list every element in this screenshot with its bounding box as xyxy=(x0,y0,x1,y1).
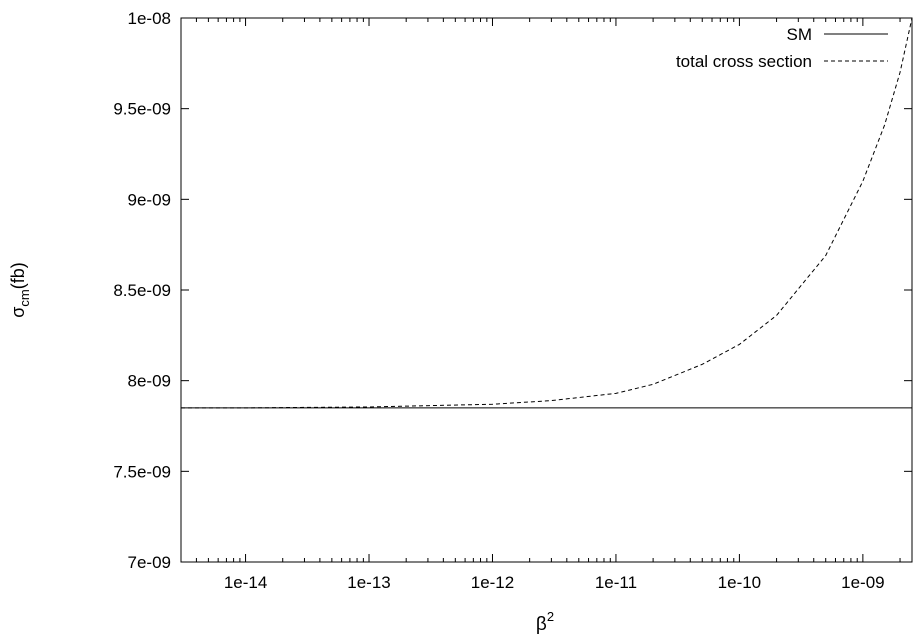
y-axis-label: σcm(fb) xyxy=(8,262,32,317)
y-tick-label: 7e-09 xyxy=(128,553,171,572)
x-tick-label: 1e-14 xyxy=(224,573,267,592)
series-layer xyxy=(181,17,913,409)
ticks-layer: 1e-14 1e-13 1e-12 1e-11 1e-10 1e-09 7e-09 7.5e-… xyxy=(113,9,912,592)
y-tick-label: 8.5e-09 xyxy=(113,281,171,300)
x-axis-label: β2 xyxy=(536,609,554,635)
y-tick-label: 9e-09 xyxy=(128,190,171,209)
x-tick-label: 1e-10 xyxy=(718,573,761,592)
legend-label-sm: SM xyxy=(787,25,813,44)
legend: SM total cross section xyxy=(676,25,888,71)
y-tick-label: 1e-08 xyxy=(128,9,171,28)
x-tick-label: 1e-12 xyxy=(471,573,514,592)
legend-label-total-cross-section: total cross section xyxy=(676,52,812,71)
y-tick-label: 7.5e-09 xyxy=(113,462,171,481)
x-tick-label: 1e-13 xyxy=(347,573,390,592)
x-tick-label: 1e-11 xyxy=(595,573,637,592)
y-tick-label: 9.5e-09 xyxy=(113,100,171,119)
x-tick-label: 1e-09 xyxy=(841,573,884,592)
y-tick-label: 8e-09 xyxy=(128,372,171,391)
series-line-total-cross-section xyxy=(181,17,913,409)
plot-frame xyxy=(180,17,913,563)
